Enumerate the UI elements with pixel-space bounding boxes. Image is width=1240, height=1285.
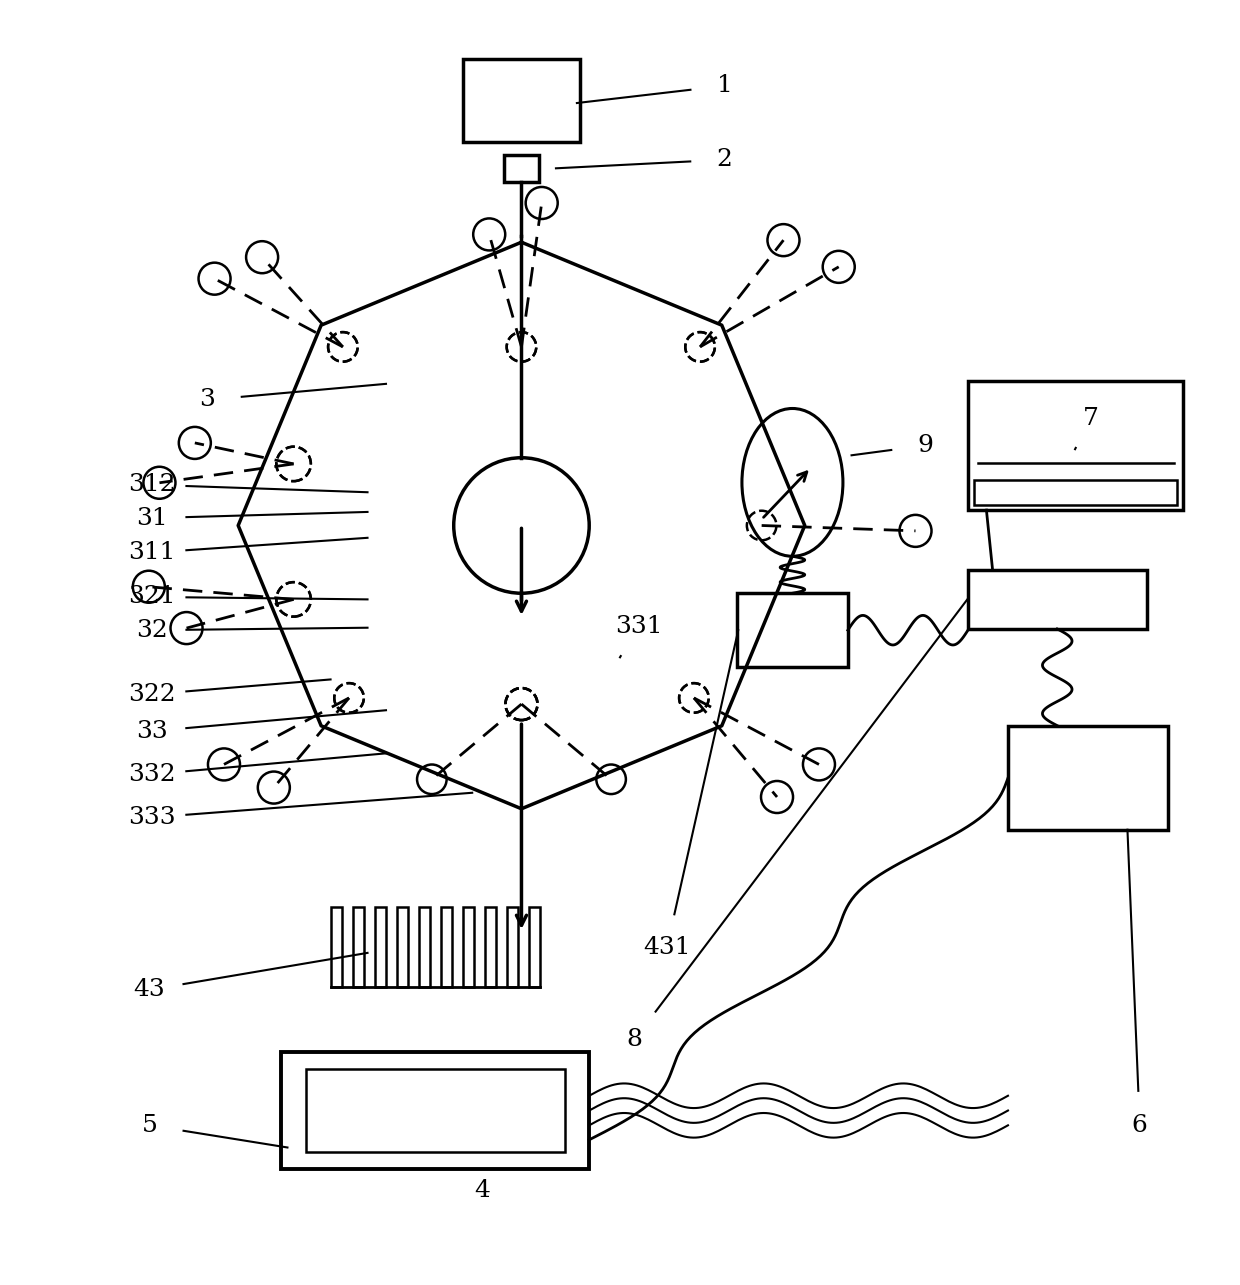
Text: 1: 1 [717,75,733,98]
Text: 2: 2 [717,148,733,171]
Bar [507,907,518,987]
Text: 333: 333 [128,806,176,829]
Bar [505,154,538,182]
Text: 431: 431 [644,937,691,960]
Bar [440,907,451,987]
Text: 33: 33 [136,720,167,743]
Bar [463,907,474,987]
Text: 8: 8 [627,1028,642,1051]
Text: 5: 5 [141,1114,157,1137]
Text: 331: 331 [615,616,662,637]
Bar [1008,726,1168,830]
Bar [397,907,408,987]
Bar [737,594,848,667]
Bar [352,907,363,987]
Text: 32: 32 [136,618,167,641]
Text: 9: 9 [918,434,934,457]
Bar [968,569,1147,628]
Bar [975,479,1177,505]
Bar [968,380,1183,510]
Bar [281,1052,589,1169]
Bar [419,907,430,987]
Text: 4: 4 [474,1180,490,1201]
Bar [463,59,580,143]
Text: 6: 6 [1132,1114,1148,1137]
Bar [331,907,341,987]
Bar [374,907,386,987]
Text: 321: 321 [128,586,176,608]
Text: 322: 322 [128,682,176,705]
Bar [485,907,496,987]
Text: 311: 311 [128,541,176,564]
Text: 332: 332 [128,763,176,786]
Bar [529,907,539,987]
Bar [306,1069,564,1151]
Text: 31: 31 [136,506,167,529]
Text: 312: 312 [128,473,176,496]
Text: 3: 3 [200,388,216,411]
Text: 7: 7 [1083,407,1099,430]
Text: 43: 43 [134,978,165,1001]
